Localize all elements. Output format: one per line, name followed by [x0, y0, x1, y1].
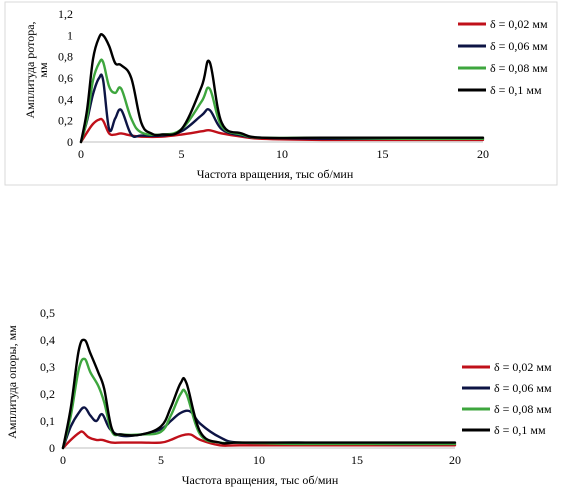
x-axis-title: Частота вращения, тыс об/мин	[197, 167, 354, 181]
y-axis-title-line: мм	[36, 62, 50, 78]
legend-label-3: δ = 0,08 мм	[494, 402, 552, 416]
legend-label-1: δ = 0,02 мм	[490, 17, 548, 31]
y-tick-label: 0	[49, 441, 55, 455]
y-axis-title: Амплитуда ротора,мм	[23, 21, 50, 118]
support-amplitude-chart-svg: 0 0,1 0,2 0,3 0,4 0,5 0 5 10 15 20 Частота вращения…	[5, 306, 552, 487]
x-tick-label: 10	[253, 453, 265, 467]
chart-frame	[4, 1, 558, 186]
rotor-amplitude-chart: 0 0,2 0,4 0,6 0,8 1 1,2 0 5 10 15 20 Частота вращени…	[0, 0, 566, 190]
y-axis-title: Амплитуда опоры, мм	[5, 325, 19, 439]
y-tick-label: 0,4	[40, 333, 55, 347]
y-tick-label: 1	[67, 28, 73, 42]
x-tick-label: 15	[377, 147, 389, 161]
y-tick-label: 0,8	[58, 50, 73, 64]
series-line-1	[61, 430, 457, 450]
legend-label-4: δ = 0,1 мм	[490, 83, 542, 97]
legend-label-2: δ = 0,06 мм	[490, 39, 548, 53]
x-tick-label: 5	[179, 147, 185, 161]
y-tick-label: 0,3	[40, 360, 55, 374]
legend-label-1: δ = 0,02 мм	[494, 360, 552, 374]
x-tick-label: 0	[60, 453, 66, 467]
x-tick-label: 15	[351, 453, 363, 467]
series-line-4	[61, 338, 457, 450]
legend-label-4: δ = 0,1 мм	[494, 423, 546, 437]
legend-label-2: δ = 0,06 мм	[494, 381, 552, 395]
series-line-3	[79, 58, 485, 144]
y-tick-label: 0	[67, 135, 73, 149]
y-tick-label: 0,2	[40, 387, 55, 401]
x-tick-label: 10	[276, 147, 288, 161]
x-axis-title: Частота вращения, тыс об/мин	[182, 473, 339, 487]
y-tick-label: 0,1	[40, 414, 55, 428]
y-tick-label: 0,5	[40, 306, 55, 320]
series-line-4	[79, 33, 485, 144]
x-tick-label: 20	[449, 453, 461, 467]
support-amplitude-chart: 0 0,1 0,2 0,3 0,4 0,5 0 5 10 15 20 Частота вращения…	[0, 296, 566, 493]
rotor-amplitude-chart-svg: 0 0,2 0,4 0,6 0,8 1 1,2 0 5 10 15 20 Частота вращени…	[4, 1, 558, 186]
x-tick-label: 5	[158, 453, 164, 467]
y-tick-label: 1,2	[58, 7, 73, 21]
x-tick-label: 0	[78, 147, 84, 161]
y-tick-label: 0,4	[58, 92, 73, 106]
x-tick-label: 20	[477, 147, 489, 161]
y-axis-title-line: Амплитуда ротора,	[23, 21, 37, 118]
y-tick-label: 0,2	[58, 114, 73, 128]
legend-label-3: δ = 0,08 мм	[490, 61, 548, 75]
y-tick-label: 0,6	[58, 71, 73, 85]
